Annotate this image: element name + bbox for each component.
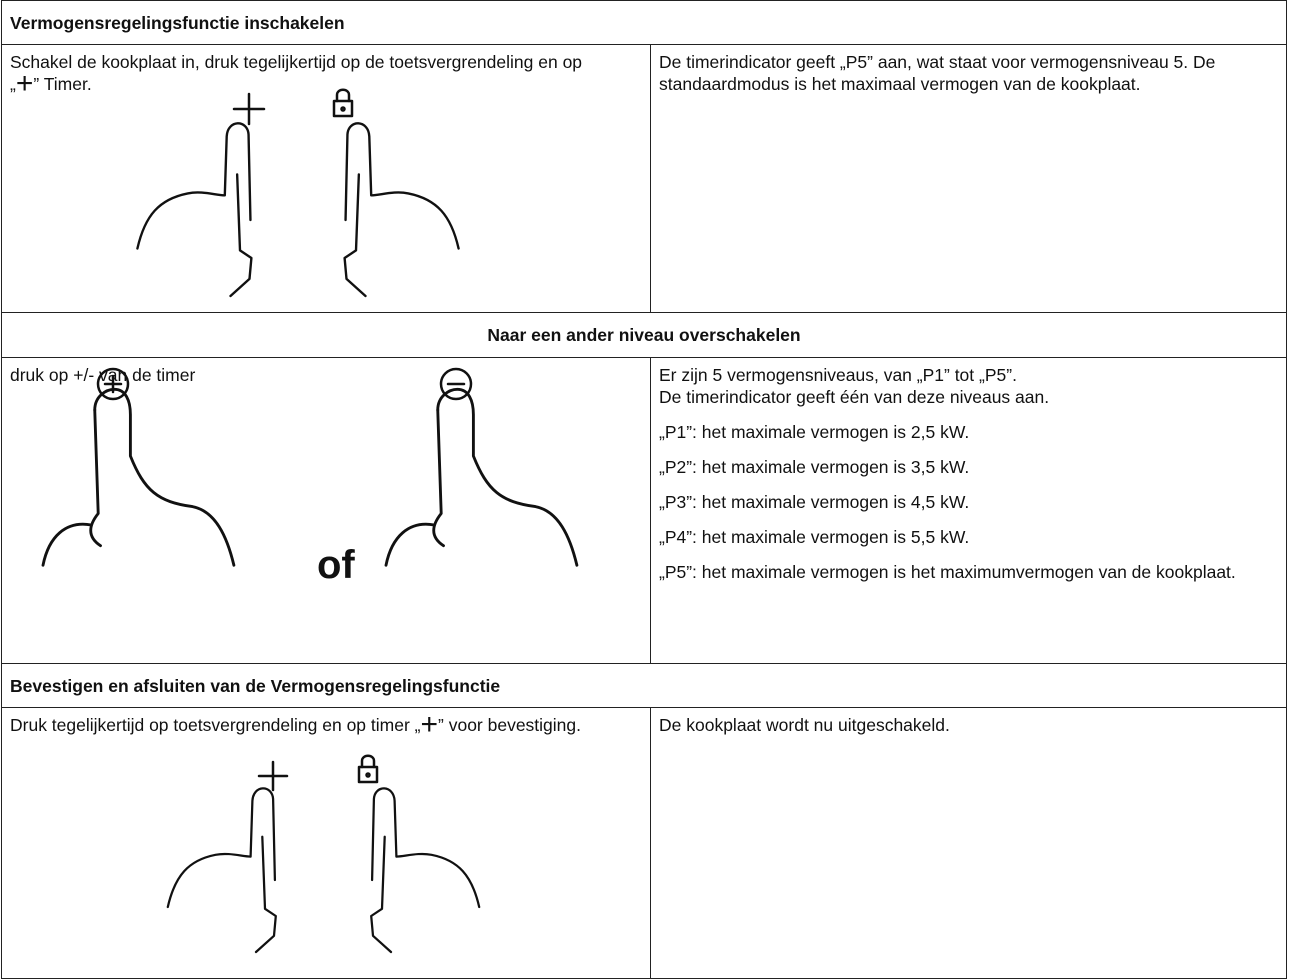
hand-lock	[332, 88, 460, 298]
paragraph: „P2”: het maximale vermogen is 3,5 kW.	[659, 457, 970, 477]
paragraph: „P3”: het maximale vermogen is 4,5 kW.	[659, 492, 970, 512]
paragraph: „P1”: het maximale vermogen is 2,5 kW.	[659, 422, 970, 442]
plus-symbol: +	[420, 708, 439, 741]
or-label: of	[317, 543, 355, 587]
text: ” voor bevestiging.	[438, 715, 582, 735]
text: Druk tegelijkertijd op toetsvergrendelin…	[10, 715, 421, 735]
hand-minus-button	[384, 367, 579, 567]
hand-lock	[357, 754, 481, 954]
result: De timerindicator geeft „P5” aan, wat st…	[650, 44, 1287, 313]
text: ” Timer.	[33, 74, 92, 94]
result: Er zijn 5 vermogensniveaus, van „P1” tot…	[650, 357, 1287, 664]
hand-plus	[136, 92, 266, 298]
hand-plus	[166, 760, 289, 954]
text: druk op +/- van de timer	[10, 365, 196, 385]
paragraph: De kookplaat wordt nu uitgeschakeld.	[659, 715, 950, 735]
paragraph: De timerindicator geeft één van deze niv…	[659, 387, 1050, 407]
paragraph: De timerindicator geeft „P5” aan, wat st…	[659, 52, 1216, 94]
hand-plus-button	[41, 367, 236, 567]
text: Schakel de kookplaat in, druk tegelijker…	[10, 52, 583, 94]
paragraph: „P4”: het maximale vermogen is 5,5 kW.	[659, 527, 970, 547]
paragraph: Er zijn 5 vermogensniveaus, van „P1” tot…	[659, 365, 1017, 385]
paragraph: „P5”: het maximale vermogen is het maxim…	[659, 562, 1236, 582]
plus-symbol: +	[15, 67, 34, 100]
